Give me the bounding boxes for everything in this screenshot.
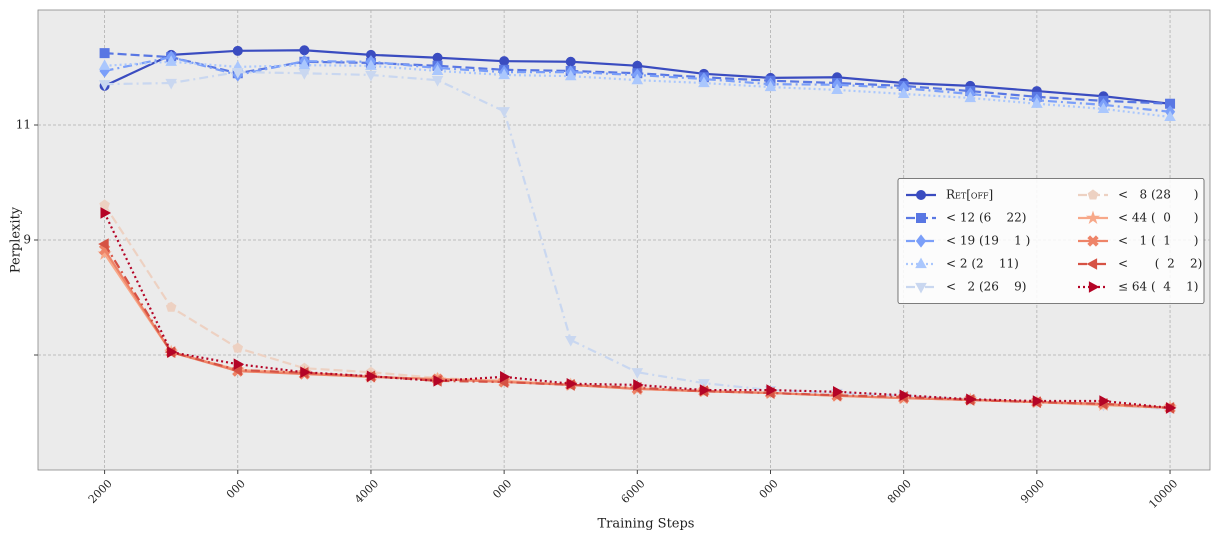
x-tick-label: 4000 bbox=[352, 477, 381, 506]
x-tick-label: 6000 bbox=[619, 477, 648, 506]
marker bbox=[165, 301, 177, 312]
marker bbox=[167, 346, 178, 358]
marker bbox=[1164, 110, 1176, 122]
legend-box bbox=[897, 178, 1205, 304]
y-tick-label: 11 bbox=[16, 118, 31, 132]
marker bbox=[764, 80, 777, 92]
marker bbox=[231, 68, 244, 79]
marker bbox=[566, 377, 578, 390]
marker bbox=[99, 48, 110, 59]
marker bbox=[98, 238, 109, 250]
legend-marker bbox=[915, 257, 927, 269]
marker bbox=[365, 59, 377, 70]
legend-marker bbox=[1088, 281, 1100, 293]
series-line bbox=[104, 70, 1171, 411]
marker bbox=[165, 55, 177, 66]
x-axis-label: Training Steps bbox=[598, 517, 695, 532]
legend-marker bbox=[916, 190, 926, 200]
legend-label: < 2 (2 11) bbox=[946, 257, 1019, 271]
series-line bbox=[103, 212, 1171, 409]
marker bbox=[232, 342, 244, 353]
marker bbox=[1032, 395, 1044, 407]
marker bbox=[899, 389, 911, 402]
marker bbox=[99, 199, 110, 210]
marker bbox=[699, 384, 711, 396]
legend-label: Ret[off] bbox=[946, 188, 993, 202]
legend-label: < 8 (28 ) bbox=[1118, 188, 1198, 202]
marker bbox=[298, 69, 311, 80]
y-axis-label: Perplexity bbox=[9, 206, 24, 273]
legend: Ret[off] < 12 (6 22) < 19 (19 1 ) < 2 (2 11… bbox=[897, 178, 1205, 304]
legend-label: < ( 2 2) bbox=[1118, 257, 1202, 271]
marker bbox=[633, 379, 644, 391]
marker bbox=[233, 358, 245, 370]
marker bbox=[631, 73, 644, 85]
marker bbox=[300, 366, 311, 379]
marker bbox=[498, 107, 510, 118]
marker bbox=[564, 335, 577, 347]
marker bbox=[966, 393, 977, 406]
x-tick-label: 000 bbox=[490, 477, 514, 501]
marker bbox=[897, 87, 910, 99]
marker bbox=[1031, 97, 1043, 108]
marker bbox=[766, 384, 777, 396]
y-tick-label: 9 bbox=[23, 233, 31, 247]
marker bbox=[564, 69, 577, 81]
marker bbox=[1099, 395, 1110, 407]
legend-label: < 19 (19 1 ) bbox=[946, 234, 1030, 248]
x-tick-label: 000 bbox=[224, 477, 248, 501]
marker bbox=[1097, 102, 1110, 113]
marker bbox=[631, 368, 644, 379]
x-tick-label: 9000 bbox=[1018, 477, 1047, 506]
marker bbox=[100, 207, 112, 219]
marker bbox=[698, 76, 710, 88]
legend-label: ≤ 64 ( 4 1) bbox=[1118, 280, 1198, 294]
legend-label: < 2 (26 9) bbox=[946, 280, 1026, 294]
legend-label: < 1 ( 1 ) bbox=[1118, 234, 1198, 248]
legend-marker bbox=[916, 213, 926, 223]
marker bbox=[98, 59, 111, 70]
marker bbox=[431, 64, 444, 76]
x-tick-label: 8000 bbox=[885, 477, 914, 506]
x-tick-label: 2000 bbox=[86, 477, 115, 506]
marker bbox=[98, 80, 111, 91]
marker bbox=[366, 370, 378, 383]
legend-marker bbox=[1087, 189, 1099, 200]
legend-label: < 44 ( 0 ) bbox=[1118, 211, 1198, 225]
legend-marker bbox=[915, 234, 927, 248]
marker bbox=[499, 56, 510, 67]
legend-marker bbox=[1086, 258, 1098, 270]
legend-marker bbox=[1085, 210, 1101, 225]
marker bbox=[498, 68, 510, 80]
marker bbox=[299, 45, 310, 56]
x-tick-label: 000 bbox=[757, 477, 781, 501]
marker bbox=[365, 70, 377, 82]
marker bbox=[298, 58, 311, 70]
marker bbox=[831, 83, 843, 95]
marker bbox=[232, 45, 243, 56]
marker bbox=[964, 91, 977, 103]
marker bbox=[832, 386, 844, 398]
marker bbox=[1165, 402, 1177, 414]
legend-marker bbox=[1087, 235, 1099, 247]
legend-marker bbox=[915, 282, 927, 294]
marker bbox=[565, 56, 576, 67]
marker bbox=[500, 371, 511, 383]
legend-label: < 12 (6 22) bbox=[946, 211, 1026, 225]
x-tick-label: 10000 bbox=[1146, 477, 1180, 511]
marker bbox=[433, 375, 444, 387]
marker bbox=[165, 78, 177, 90]
marker bbox=[431, 76, 444, 87]
